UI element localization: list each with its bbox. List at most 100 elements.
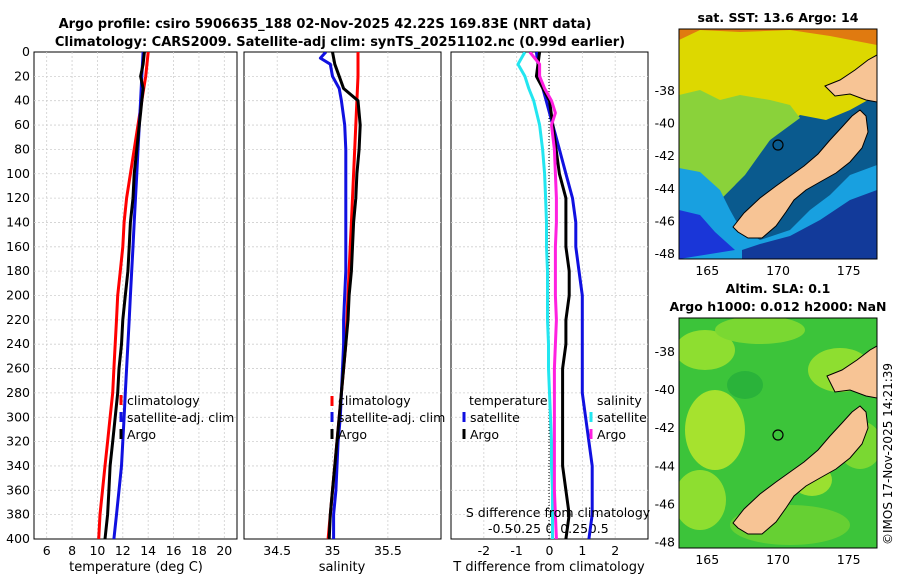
map-lon-tick-label: 170 bbox=[766, 552, 790, 567]
depth-tick-label: 260 bbox=[6, 361, 30, 376]
sla-south-island bbox=[732, 405, 869, 535]
s-tick-label: 0 bbox=[546, 521, 554, 536]
series-line-s-satellite bbox=[516, 52, 554, 539]
depth-tick-label: 320 bbox=[6, 434, 30, 449]
map-lon-tick-label: 175 bbox=[837, 263, 861, 278]
sla-map-title-line1: Altim. SLA: 0.1 bbox=[726, 281, 831, 296]
sst-south-island bbox=[732, 109, 869, 239]
depth-tick-label: 400 bbox=[6, 531, 30, 546]
map-lon-tick-label: 175 bbox=[837, 552, 861, 567]
temperature-xlabel: temperature (deg C) bbox=[69, 560, 203, 575]
temperature-lines bbox=[97, 52, 150, 539]
salinity-grid bbox=[244, 52, 441, 539]
sla-map-title-line2: Argo h1000: 0.012 h2000: NaN bbox=[669, 299, 886, 314]
s-tick-label: 0.25 bbox=[560, 521, 588, 536]
salinity-lines bbox=[318, 52, 362, 539]
map-lat-tick-label: -38 bbox=[655, 83, 675, 98]
legend-temperature-title: temperature bbox=[469, 393, 548, 408]
sla-map bbox=[679, 318, 877, 548]
sla-blob bbox=[685, 390, 745, 470]
x-tick-label: 6 bbox=[43, 543, 51, 558]
map-lon-tick-label: 170 bbox=[766, 263, 790, 278]
sst-blue-patch bbox=[679, 210, 735, 259]
map-lon-tick-label: 165 bbox=[695, 552, 719, 567]
s-tick-label: -0.25 bbox=[509, 521, 541, 536]
salinity-legend: climatology satellite-adj. clim Argo bbox=[330, 393, 445, 442]
difference-legend: temperature satellite Argo salinity sate… bbox=[462, 393, 647, 442]
depth-tick-label: 340 bbox=[6, 458, 30, 473]
x-tick-label: 10 bbox=[89, 543, 105, 558]
legend-salinity-title: salinity bbox=[597, 393, 642, 408]
legend-s-argo: Argo bbox=[597, 427, 626, 442]
map-lat-tick-label: -46 bbox=[655, 213, 675, 228]
legend-climatology: climatology bbox=[127, 393, 200, 408]
depth-tick-label: 280 bbox=[6, 385, 30, 400]
depth-tick-label: 220 bbox=[6, 312, 30, 327]
x-tick-label: -2 bbox=[478, 543, 490, 558]
map-lat-tick-label: -48 bbox=[655, 534, 675, 549]
map-lat-tick-label: -42 bbox=[655, 148, 675, 163]
sla-blob bbox=[679, 330, 735, 370]
x-tick-label: 18 bbox=[191, 543, 207, 558]
x-tick-label: 34.5 bbox=[263, 543, 291, 558]
legend-t-satellite: satellite bbox=[470, 410, 520, 425]
sst-north-island bbox=[824, 54, 877, 103]
sst-map-tick-labels: 165 170 175 -38 -40 -42 -44 -46 -48 bbox=[655, 83, 861, 278]
depth-tick-label: 160 bbox=[6, 239, 30, 254]
map-lat-tick-label: -40 bbox=[655, 382, 675, 397]
legend-t-argo: Argo bbox=[470, 427, 499, 442]
temperature-legend: climatology satellite-adj. clim Argo bbox=[119, 393, 234, 442]
difference-lines bbox=[516, 52, 594, 539]
series-line-s-argo bbox=[528, 52, 558, 539]
x-tick-label: 14 bbox=[140, 543, 156, 558]
x-tick-label: 16 bbox=[166, 543, 182, 558]
imos-credit: ©IMOS 17-Nov-2025 14:21:39 bbox=[881, 363, 895, 545]
series-line-argo bbox=[327, 52, 362, 539]
legend-satellite-adj: satellite-adj. clim bbox=[338, 410, 445, 425]
map-lat-tick-label: -38 bbox=[655, 344, 675, 359]
sst-map-frame bbox=[678, 28, 878, 260]
sla-blob bbox=[715, 318, 805, 344]
depth-tick-label: 40 bbox=[14, 93, 30, 108]
depth-tick-label: 300 bbox=[6, 409, 30, 424]
x-tick-label: 12 bbox=[115, 543, 131, 558]
legend-climatology: climatology bbox=[338, 393, 411, 408]
legend-satellite-adj: satellite-adj. clim bbox=[127, 410, 234, 425]
series-line-argo bbox=[103, 52, 146, 539]
x-tick-label: 20 bbox=[216, 543, 232, 558]
sla-blob bbox=[727, 371, 763, 399]
depth-tick-label: 360 bbox=[6, 482, 30, 497]
sst-argo-marker bbox=[772, 139, 784, 151]
t-difference-xlabel: T difference from climatology bbox=[452, 560, 645, 575]
map-lat-tick-label: -40 bbox=[655, 116, 675, 131]
map-lon-tick-label: 165 bbox=[695, 263, 719, 278]
depth-tick-label: 60 bbox=[14, 117, 30, 132]
x-tick-label: 35 bbox=[325, 543, 341, 558]
x-tick-label: 8 bbox=[68, 543, 76, 558]
legend-argo: Argo bbox=[338, 427, 367, 442]
sla-map-frame bbox=[678, 317, 878, 549]
sla-blob bbox=[679, 470, 726, 530]
sla-argo-marker bbox=[772, 429, 784, 441]
title-line1: Argo profile: csiro 5906635_188 02-Nov-2… bbox=[59, 17, 592, 32]
salinity-xlabel: salinity bbox=[319, 560, 366, 575]
s-tick-label: 0.5 bbox=[589, 521, 609, 536]
map-lat-tick-label: -44 bbox=[655, 458, 675, 473]
map-lat-tick-label: -44 bbox=[655, 181, 675, 196]
x-tick-label: 0 bbox=[546, 543, 554, 558]
sla-north-island bbox=[826, 345, 877, 399]
sla-map-tick-labels: 165 170 175 -38 -40 -42 -44 -46 -48 bbox=[655, 344, 861, 567]
sst-navy-patch bbox=[742, 190, 877, 259]
depth-tick-labels: 0 20 40 60 80 100 120 140 160 180 200 220 240 260 280 3… bbox=[6, 44, 30, 546]
s-tick-label: -0.5 bbox=[488, 521, 512, 536]
depth-tick-label: 240 bbox=[6, 336, 30, 351]
s-difference-xlabel: S difference from climatology bbox=[466, 505, 651, 520]
map-lat-tick-label: -42 bbox=[655, 420, 675, 435]
depth-tick-label: 200 bbox=[6, 288, 30, 303]
x-tick-label: 1 bbox=[578, 543, 586, 558]
legend-argo: Argo bbox=[127, 427, 156, 442]
depth-tick-label: 140 bbox=[6, 214, 30, 229]
salinity-tick-labels: 34.5 35 35.5 bbox=[263, 543, 402, 558]
depth-tick-label: 120 bbox=[6, 190, 30, 205]
